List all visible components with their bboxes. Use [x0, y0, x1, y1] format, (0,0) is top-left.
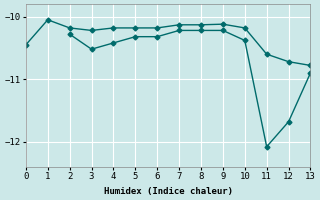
X-axis label: Humidex (Indice chaleur): Humidex (Indice chaleur)	[104, 187, 233, 196]
